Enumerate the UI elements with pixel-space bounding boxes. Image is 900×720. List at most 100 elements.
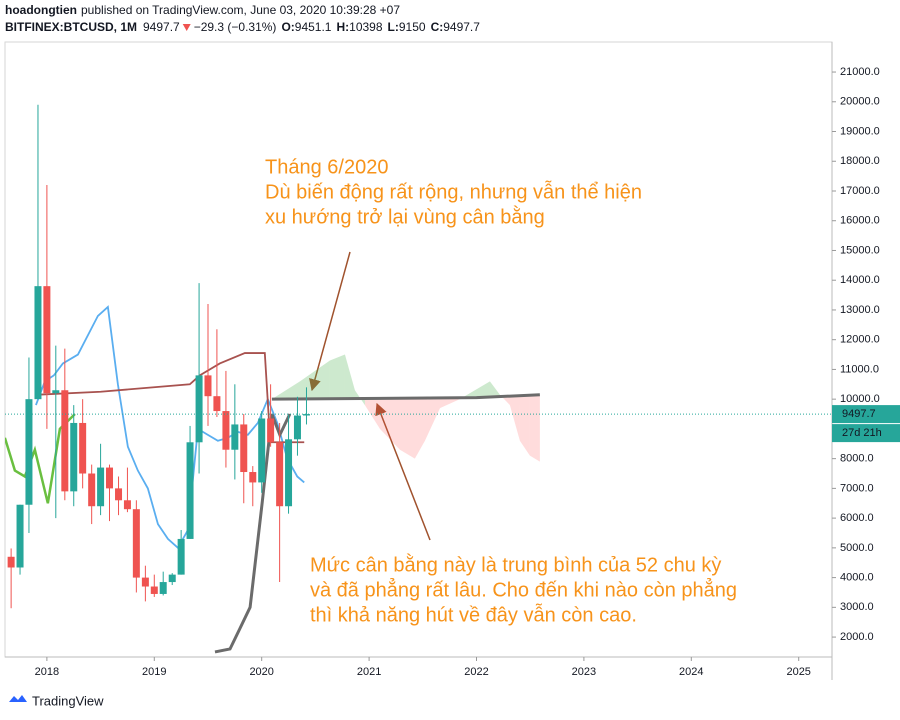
annotation: thì khả năng hút về đây vẫn còn cao. bbox=[310, 603, 637, 626]
plot bbox=[5, 104, 540, 654]
cloud bbox=[364, 397, 380, 429]
cloud bbox=[299, 360, 330, 398]
price-label-bg bbox=[832, 405, 900, 424]
candle-body bbox=[204, 375, 212, 397]
cloud bbox=[489, 381, 500, 397]
cloud bbox=[399, 397, 415, 459]
published: published on TradingView.com, June 03, 2… bbox=[81, 3, 400, 17]
y-tick-label: 16000.0 bbox=[840, 215, 880, 227]
candle-body bbox=[52, 390, 60, 394]
candle-body bbox=[150, 586, 158, 594]
symbol: BITFINEX:BTCUSD, 1M bbox=[5, 20, 137, 34]
y-tick-label: 18000.0 bbox=[840, 155, 880, 167]
y-tick-label: 19000.0 bbox=[840, 125, 880, 137]
ohlc-label: H: bbox=[336, 20, 349, 34]
y-tick-label: 7000.0 bbox=[840, 482, 874, 494]
y-tick-label: 13000.0 bbox=[840, 304, 880, 316]
cloud bbox=[271, 381, 300, 400]
change: −29.3 (−0.31%) bbox=[194, 20, 277, 34]
candle-body bbox=[267, 418, 275, 443]
candle-body bbox=[61, 390, 69, 492]
candle-body bbox=[97, 467, 105, 507]
cloud bbox=[414, 397, 425, 459]
candle-body bbox=[43, 286, 51, 394]
y-tick-label: 20000.0 bbox=[840, 96, 880, 108]
x-tick-label: 2022 bbox=[464, 666, 488, 678]
annotation: Mức cân bằng này là trung bình của 52 ch… bbox=[310, 553, 721, 576]
candle-body bbox=[186, 442, 194, 539]
cloud bbox=[379, 397, 400, 450]
candle-body bbox=[302, 414, 310, 416]
x-tick-label: 2021 bbox=[357, 666, 381, 678]
candle-body bbox=[132, 509, 140, 578]
y-tick-label: 6000.0 bbox=[840, 512, 874, 524]
arrow bbox=[375, 402, 431, 541]
cloud bbox=[439, 397, 460, 409]
candle-body bbox=[240, 424, 248, 473]
candle-body bbox=[7, 556, 15, 568]
candle-body bbox=[249, 472, 257, 483]
indicator-line bbox=[214, 413, 292, 654]
y-tick-label: 3000.0 bbox=[840, 601, 874, 613]
x-tick-label: 2025 bbox=[786, 666, 810, 678]
y-tick-label: 14000.0 bbox=[840, 274, 880, 286]
author: hoadongtien bbox=[5, 3, 77, 17]
candle-body bbox=[79, 422, 87, 474]
down-triangle bbox=[182, 24, 191, 31]
ohlc-label: C: bbox=[431, 20, 444, 34]
cloud bbox=[459, 381, 490, 400]
annotation: Tháng 6/2020 bbox=[265, 156, 388, 178]
y-tick-label: 17000.0 bbox=[840, 185, 880, 197]
candle-body bbox=[106, 467, 114, 489]
x-tick-label: 2024 bbox=[679, 666, 703, 678]
y-tick-label: 8000.0 bbox=[840, 453, 874, 465]
arrow bbox=[309, 251, 351, 392]
x-tick-label: 2020 bbox=[249, 666, 273, 678]
candle-body bbox=[177, 538, 185, 575]
y-tick-label: 21000.0 bbox=[840, 66, 880, 78]
candle-body bbox=[293, 415, 301, 440]
candle-body bbox=[258, 418, 266, 483]
candle-body bbox=[88, 473, 96, 507]
candle-body bbox=[195, 375, 203, 443]
candle-body bbox=[70, 422, 78, 492]
ohlc-value: 9497.7 bbox=[443, 20, 480, 34]
cloud bbox=[424, 397, 440, 441]
ohlc-value: 9150 bbox=[399, 20, 426, 34]
indicator-line bbox=[271, 393, 540, 401]
cloud bbox=[329, 354, 345, 398]
cloud bbox=[529, 394, 540, 462]
candle-body bbox=[115, 488, 123, 501]
y-tick-label: 11000.0 bbox=[840, 363, 879, 375]
chart: hoadongtien published on TradingView.com… bbox=[4, 3, 833, 708]
logo-icon bbox=[9, 695, 27, 702]
ohlc-label: L: bbox=[388, 20, 399, 34]
y-tick-label: 5000.0 bbox=[840, 542, 874, 554]
indicator-line bbox=[5, 413, 76, 504]
candle-body bbox=[213, 396, 221, 412]
annotation: và đã phẳng rất lâu. Cho đến khi nào còn… bbox=[310, 577, 737, 601]
y-tick-label: 4000.0 bbox=[840, 572, 874, 584]
x-tick-label: 2018 bbox=[35, 666, 59, 678]
countdown-bg bbox=[832, 424, 900, 443]
candle-body bbox=[231, 424, 239, 450]
candle-body bbox=[25, 399, 33, 505]
cloud bbox=[509, 395, 520, 441]
y-tick-label: 15000.0 bbox=[840, 244, 880, 256]
candle-body bbox=[276, 442, 284, 507]
ohlc-label: O: bbox=[281, 20, 294, 34]
last-price: 9497.7 bbox=[143, 20, 180, 34]
candle-body bbox=[168, 574, 176, 583]
y-tick-label: 2000.0 bbox=[840, 631, 874, 643]
candle-body bbox=[222, 411, 230, 450]
candle-body bbox=[123, 500, 131, 510]
annotation: xu hướng trở lại vùng cân bằng bbox=[265, 205, 545, 228]
x-tick-label: 2019 bbox=[142, 666, 166, 678]
indicator-line bbox=[37, 352, 305, 444]
price-label: 9497.7 bbox=[842, 408, 876, 420]
candle-body bbox=[141, 577, 149, 587]
cloud bbox=[519, 394, 530, 456]
ohlc-value: 9451.1 bbox=[295, 20, 332, 34]
candle-body bbox=[16, 504, 24, 568]
